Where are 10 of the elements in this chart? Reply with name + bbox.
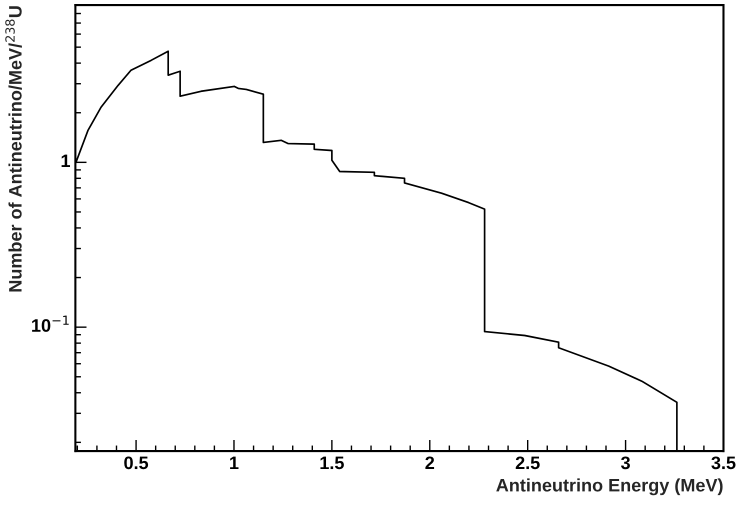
y-tick-label: 10$^{−1}$ bbox=[32, 316, 69, 332]
x-axis-title: Antineutrino Energy (MeV) bbox=[496, 478, 723, 496]
x-tick-label: 0.5 bbox=[124, 456, 148, 470]
y-axis-title: Number of Antineutrino/MeV/$^{238}$U bbox=[5, 6, 22, 292]
x-tick-label: 1 bbox=[230, 456, 238, 470]
x-tick-label: 2 bbox=[425, 456, 434, 470]
x-tick-label: 2.5 bbox=[516, 456, 540, 470]
x-tick-label: 3.5 bbox=[711, 456, 736, 470]
x-tick-label: 1.5 bbox=[320, 456, 344, 470]
x-tick-label: 3 bbox=[620, 456, 630, 470]
